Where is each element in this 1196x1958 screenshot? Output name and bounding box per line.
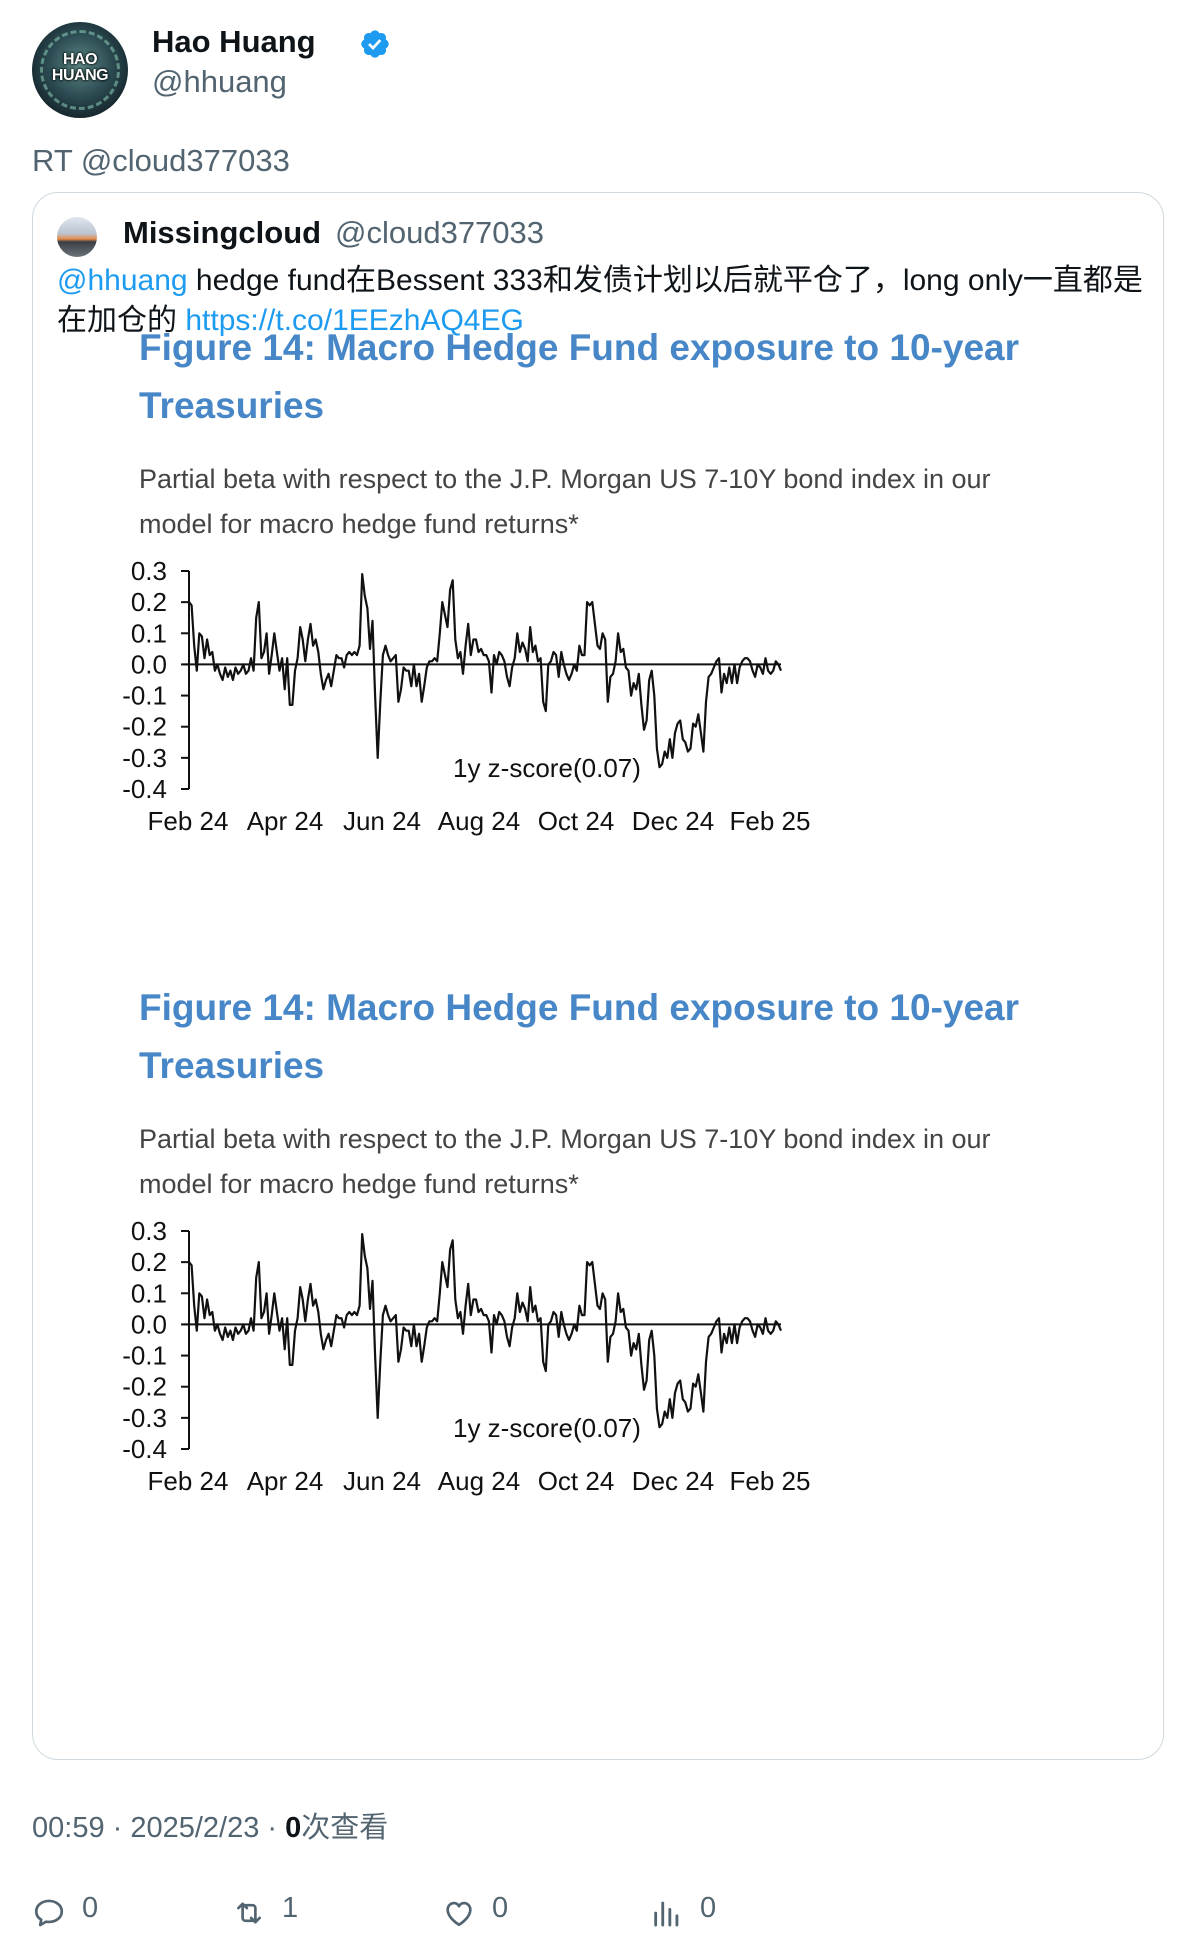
- y-tick-label: 0.2: [131, 1247, 167, 1277]
- y-tick-label: 0.3: [131, 1216, 167, 1246]
- figure-title: Figure 14: Macro Hedge Fund exposure to …: [139, 987, 1019, 1086]
- x-tick-label: Oct 24: [538, 1466, 615, 1496]
- x-tick-label: Jun 24: [343, 1466, 421, 1496]
- zscore-value: (0.07): [573, 1413, 641, 1443]
- x-tick-label: Feb 24: [148, 1466, 229, 1496]
- like-count: 0: [492, 1892, 509, 1924]
- x-tick-label: Apr 24: [247, 806, 324, 836]
- y-tick-label: -0.4: [122, 1434, 167, 1464]
- author-handle[interactable]: @hhuang: [152, 64, 287, 99]
- author-avatar[interactable]: HAO HUANG: [32, 22, 128, 118]
- zscore-label: 1y z-score:: [453, 753, 580, 783]
- tco-link[interactable]: https://t.co/1EEzhAQ4EG: [185, 304, 524, 337]
- retweet-count: 1: [282, 1892, 299, 1924]
- figure-subtitle: Partial beta with respect to the J.P. Mo…: [139, 1124, 991, 1199]
- mention-link[interactable]: @hhuang: [57, 264, 188, 297]
- y-tick-label: 0.1: [131, 1278, 167, 1308]
- y-tick-label: 0.1: [131, 618, 167, 648]
- x-tick-label: Dec 24: [632, 806, 714, 836]
- y-tick-label: -0.3: [122, 743, 167, 773]
- verified-badge-icon: [361, 30, 389, 58]
- views-count: 0: [285, 1812, 302, 1844]
- retweet-icon: [237, 1902, 261, 1924]
- zscore-value: (0.07): [573, 753, 641, 783]
- quoted-tweet-card[interactable]: Missingcloud @cloud377033 @hhuang hedge …: [32, 192, 1164, 1760]
- x-tick-label: Aug 24: [438, 1466, 520, 1496]
- avatar-decoration: [40, 30, 120, 110]
- figure-2[interactable]: Figure 14: Macro Hedge Fund exposure to …: [33, 979, 1163, 1635]
- post-meta: 00:59 · 2025/2/23 · 0次查看: [32, 1804, 388, 1846]
- y-tick-label: -0.3: [122, 1403, 167, 1433]
- views-label: 次查看: [301, 1812, 389, 1844]
- reply-icon: [34, 1899, 64, 1927]
- quoted-tweet-text: @hhuang hedge fund在Bessent 333和发债计划以后就平仓…: [57, 261, 1147, 341]
- x-tick-label: Aug 24: [438, 806, 520, 836]
- quoted-author-name[interactable]: Missingcloud: [123, 215, 322, 250]
- figure-1[interactable]: Figure 14: Macro Hedge Fund exposure to …: [33, 319, 1163, 975]
- y-tick-label: 0.3: [131, 556, 167, 586]
- x-tick-label: Feb 25: [730, 1466, 811, 1496]
- series-line: [188, 573, 783, 769]
- y-tick-label: -0.1: [122, 681, 167, 711]
- x-tick-label: Dec 24: [632, 1466, 714, 1496]
- retweet-label: RT @cloud377033: [32, 143, 290, 178]
- y-tick-label: -0.1: [122, 1341, 167, 1371]
- y-tick-label: -0.4: [122, 774, 167, 804]
- avatar-text: HAO HUANG: [51, 51, 109, 84]
- x-tick-label: Jun 24: [343, 806, 421, 836]
- like-icon: [446, 1901, 472, 1927]
- action-bar: 0 1 0 0: [32, 1892, 1162, 1932]
- views-icon: [654, 1901, 679, 1927]
- x-tick-label: Oct 24: [538, 806, 615, 836]
- y-tick-label: 0.0: [131, 649, 167, 679]
- post-header: HAO HUANG Hao Huang @hhuang: [32, 22, 1162, 122]
- views-action-count: 0: [700, 1892, 717, 1924]
- x-tick-label: Feb 25: [730, 806, 811, 836]
- figure-title: Figure 14: Macro Hedge Fund exposure to …: [139, 327, 1019, 426]
- y-tick-label: -0.2: [122, 712, 167, 742]
- figure-subtitle: Partial beta with respect to the J.P. Mo…: [139, 464, 991, 539]
- author-name[interactable]: Hao Huang: [152, 24, 316, 59]
- quoted-author-avatar[interactable]: [57, 217, 97, 257]
- y-tick-label: -0.2: [122, 1372, 167, 1402]
- x-tick-label: Feb 24: [148, 806, 229, 836]
- y-tick-label: 0.0: [131, 1309, 167, 1339]
- x-tick-label: Apr 24: [247, 1466, 324, 1496]
- quoted-author-handle[interactable]: @cloud377033: [335, 215, 545, 250]
- series-line: [188, 1233, 783, 1429]
- quoted-body-text: hedge fund在Bessent 333和发债计划以后就平仓了，long o…: [57, 264, 1143, 337]
- post-timestamp[interactable]: 00:59 · 2025/2/23 ·: [32, 1812, 286, 1844]
- y-tick-label: 0.2: [131, 587, 167, 617]
- zscore-label: 1y z-score:: [453, 1413, 580, 1443]
- reply-count: 0: [82, 1892, 99, 1924]
